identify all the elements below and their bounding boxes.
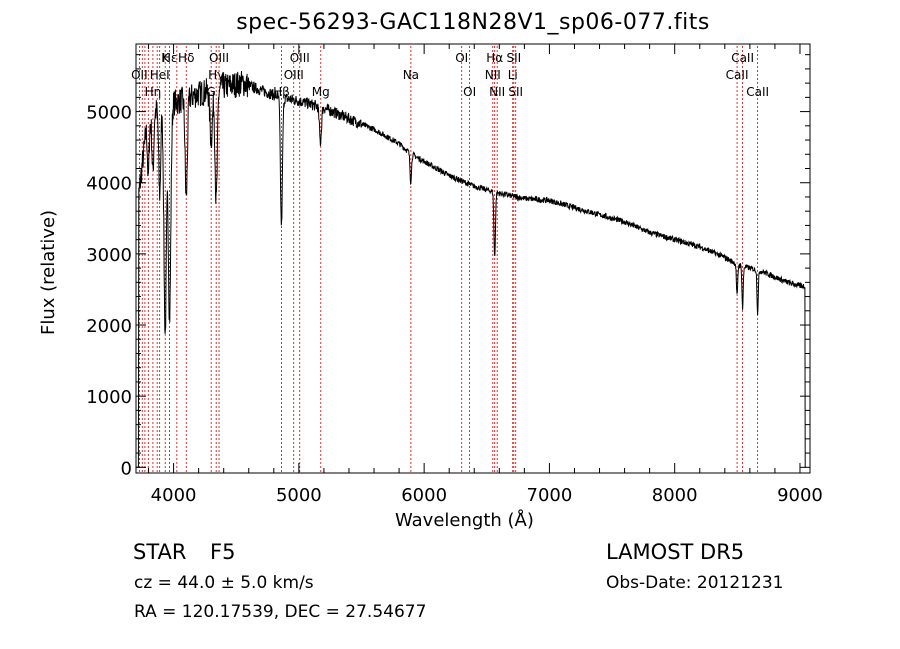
x-tick-label: 9000 bbox=[777, 485, 823, 506]
x-tick-label: 6000 bbox=[401, 485, 447, 506]
line-marker-label: NII bbox=[489, 85, 505, 99]
line-marker-label: OIII bbox=[209, 51, 229, 65]
line-marker-label: CaII bbox=[731, 51, 754, 65]
line-marker-label: Hδ bbox=[178, 51, 194, 65]
line-markers bbox=[138, 46, 759, 473]
line-marker-label: OII bbox=[131, 68, 148, 82]
line-marker-label: OIII bbox=[290, 51, 310, 65]
object-subclass: F5 bbox=[210, 540, 236, 564]
line-marker-label: Hα bbox=[486, 51, 503, 65]
plot-frame bbox=[135, 43, 811, 474]
x-tick-label: 4000 bbox=[151, 485, 197, 506]
line-marker-label: HeI bbox=[150, 68, 170, 82]
line-marker-label: SII bbox=[508, 85, 523, 99]
line-marker-label: SII bbox=[506, 51, 521, 65]
object-class: STAR bbox=[133, 540, 187, 564]
y-tick-label: 3000 bbox=[86, 245, 132, 266]
x-tick-label: 5000 bbox=[276, 485, 322, 506]
line-marker-label: NII bbox=[485, 68, 501, 82]
line-marker-label: Na bbox=[403, 68, 419, 82]
line-marker-label: Hγ bbox=[208, 68, 224, 82]
x-axis-ticks: 4000 5000 6000 7000 8000 9000 bbox=[148, 44, 823, 506]
line-marker-label: K bbox=[161, 51, 170, 65]
x-axis-label: Wavelength (Å) bbox=[395, 510, 534, 531]
line-marker-label: OIII bbox=[284, 68, 304, 82]
chart-title: spec-56293-GAC118N28V1_sp06-077.fits bbox=[236, 10, 710, 35]
spectrum-line bbox=[136, 70, 807, 468]
line-marker-label: Hε bbox=[162, 51, 178, 65]
y-tick-label: 5000 bbox=[86, 103, 132, 124]
line-marker-label: Li bbox=[508, 68, 518, 82]
line-marker-label: OI bbox=[455, 51, 468, 65]
y-tick-label: 2000 bbox=[86, 316, 132, 337]
redshift-readout: cz = 44.0 ± 5.0 km/s bbox=[134, 573, 314, 593]
y-tick-label: 0 bbox=[121, 458, 132, 479]
line-marker-label: CaII bbox=[726, 68, 749, 82]
y-axis-ticks: 0 1000 2000 3000 4000 5000 bbox=[86, 54, 810, 479]
line-marker-label: G bbox=[207, 85, 216, 99]
y-tick-label: 1000 bbox=[86, 387, 132, 408]
line-marker-label: OI bbox=[463, 85, 476, 99]
line-marker-label: Hη bbox=[145, 85, 162, 99]
y-tick-label: 4000 bbox=[86, 174, 132, 195]
observation-date: Obs-Date: 20121231 bbox=[606, 573, 784, 593]
x-tick-label: 8000 bbox=[652, 485, 698, 506]
line-marker-label: CaII bbox=[746, 85, 769, 99]
survey-name: LAMOST DR5 bbox=[606, 540, 745, 564]
line-marker-label: Mg bbox=[312, 85, 330, 99]
x-tick-label: 7000 bbox=[527, 485, 573, 506]
y-axis-label: Flux (relative) bbox=[38, 209, 59, 335]
coordinates-readout: RA = 120.17539, DEC = 27.54677 bbox=[134, 602, 427, 622]
